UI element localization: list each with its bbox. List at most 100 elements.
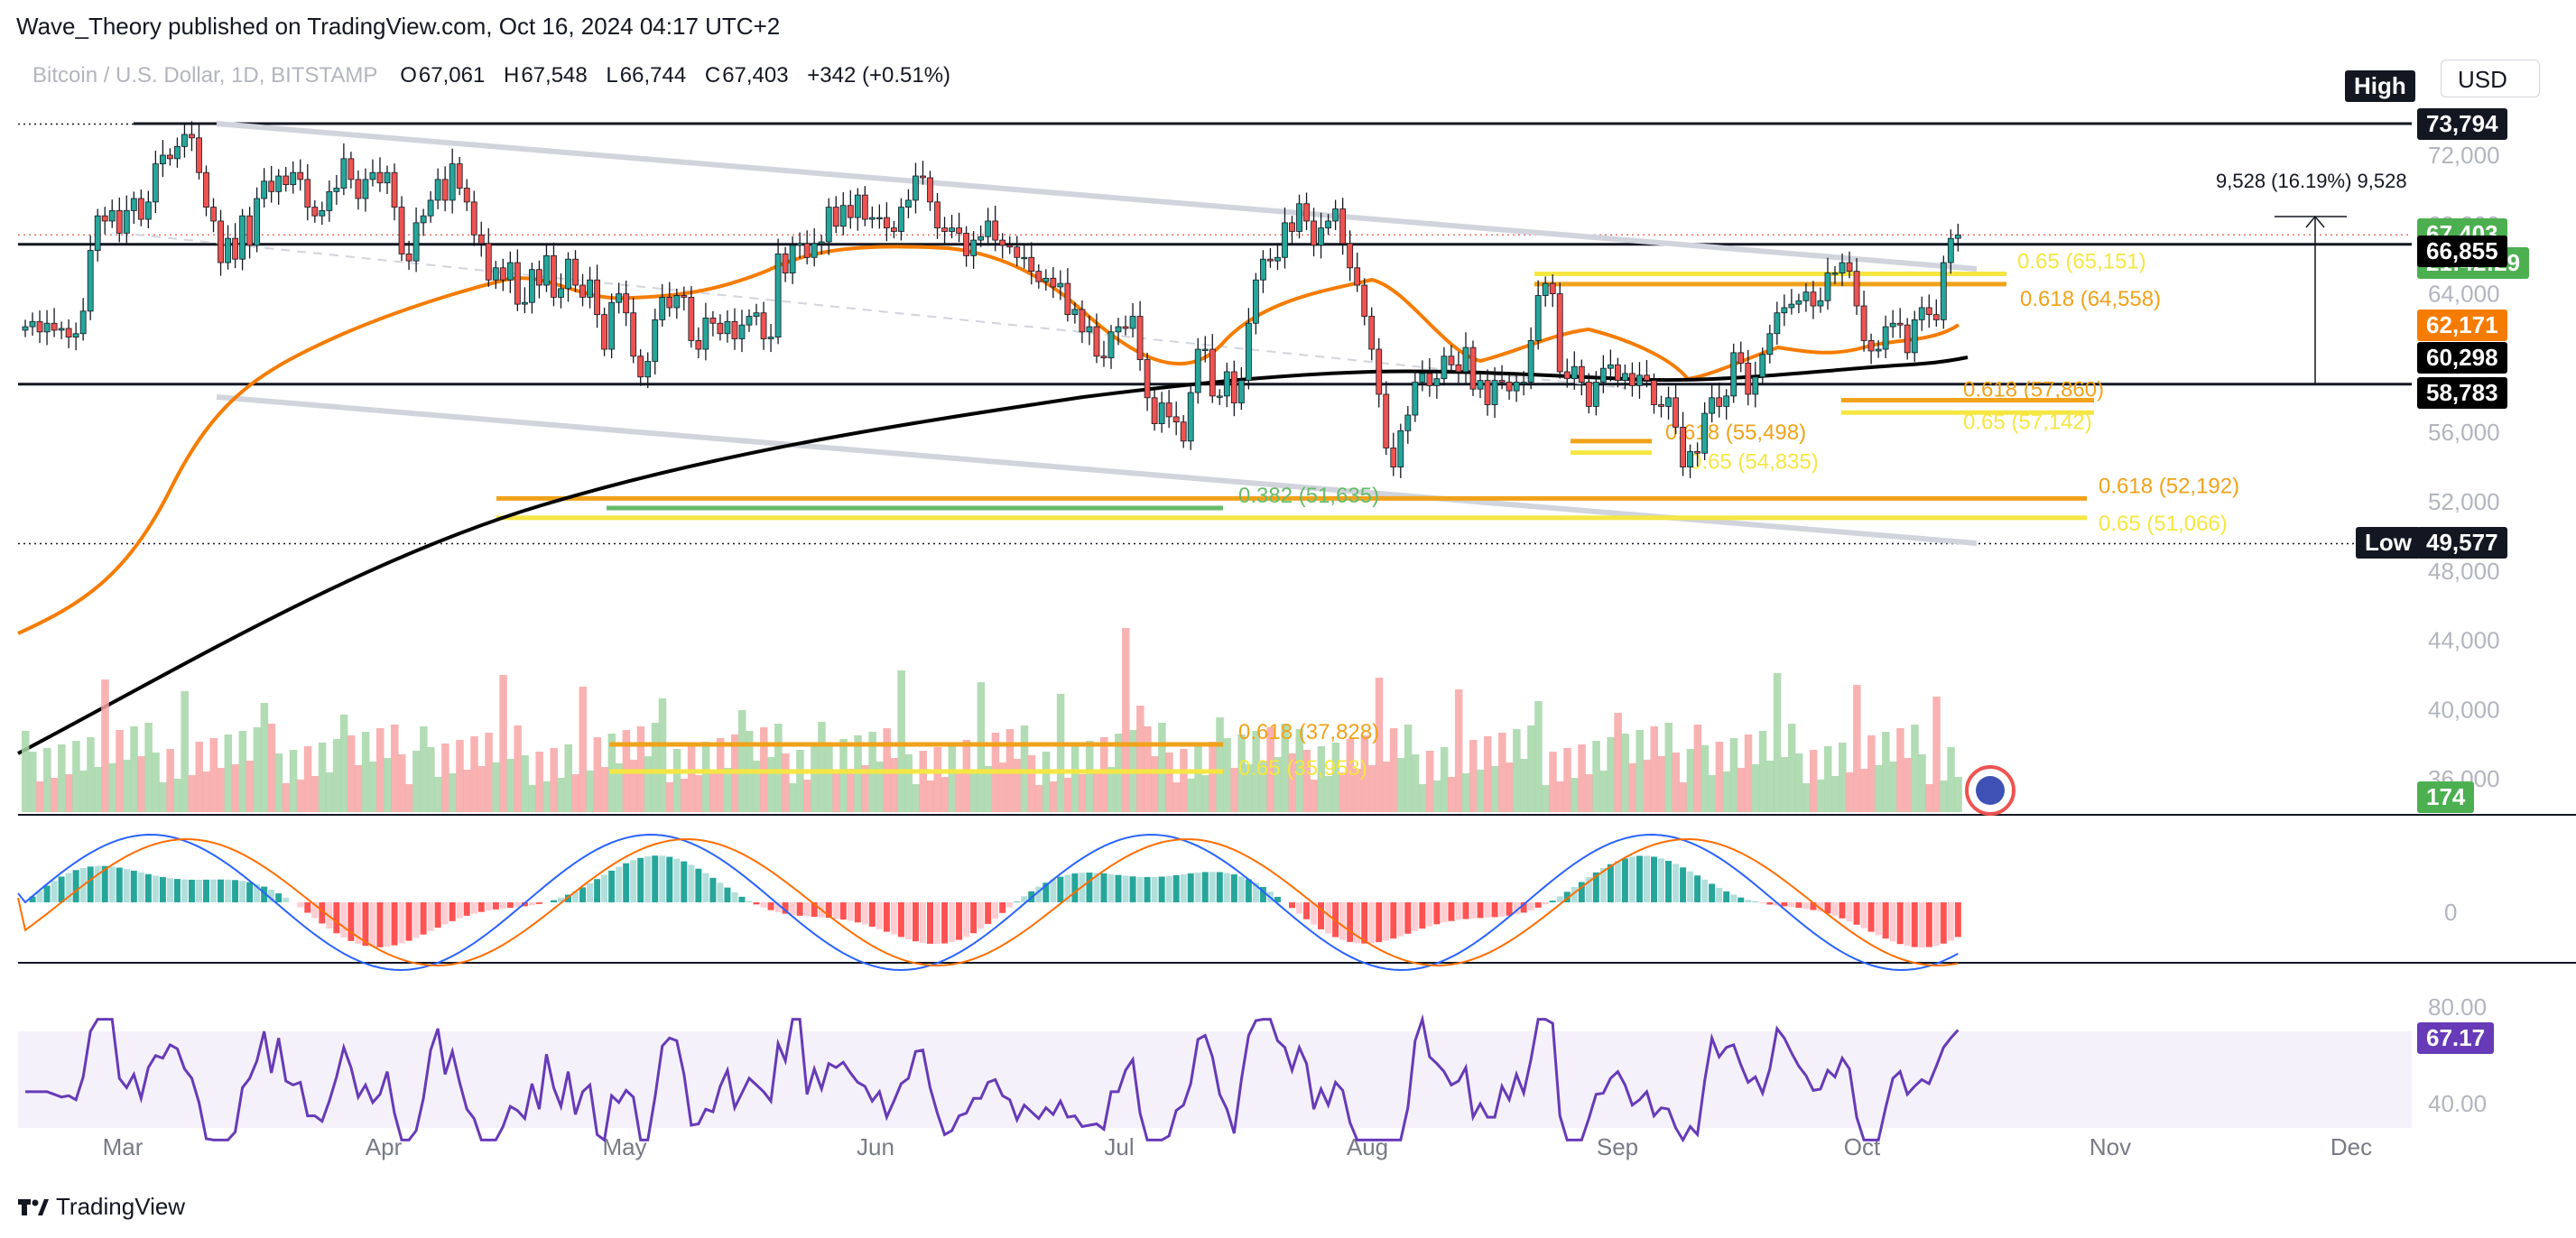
currency-button[interactable]: USD [2441, 60, 2540, 97]
candle-body [992, 220, 999, 241]
candle-body [1332, 208, 1339, 222]
volume-bar [557, 778, 565, 812]
volume-bar [1599, 771, 1608, 812]
volume-bar [188, 775, 196, 812]
macd-histogram-bar [43, 885, 51, 902]
volume-bar [803, 780, 811, 812]
candle-body [1651, 380, 1657, 405]
candle-body [275, 175, 283, 192]
macd-histogram-bar [225, 879, 232, 902]
macd-histogram-bar [254, 883, 261, 902]
volume-bar [43, 748, 51, 812]
macd-histogram-bar [441, 902, 449, 925]
volume-bar [789, 783, 797, 812]
volume-bar [1049, 781, 1058, 812]
candle-body [1469, 346, 1477, 390]
macd-histogram-bar [825, 902, 832, 919]
volume-bar [1201, 775, 1209, 812]
macd-histogram-bar [1911, 902, 1918, 947]
macd-histogram-bar [587, 882, 594, 902]
volume-bar [384, 758, 392, 812]
candle-body [1622, 373, 1628, 382]
candle-body [1911, 319, 1918, 354]
candle-body [130, 198, 137, 211]
volume-bar [1839, 743, 1847, 812]
macd-histogram-bar [384, 902, 391, 947]
price-tick-label: 40,000 [2428, 696, 2500, 723]
candle-body [1426, 373, 1433, 386]
macd-histogram-bar [1513, 902, 1520, 915]
x-axis-month-label: Dec [2330, 1133, 2372, 1160]
volume-bar [1056, 694, 1065, 812]
candle-body [1954, 234, 1961, 239]
volume-bar [1729, 738, 1738, 812]
macd-histogram-bar [1021, 896, 1028, 902]
macd-histogram-bar [159, 876, 166, 902]
x-axis-month-label: Jun [857, 1133, 894, 1160]
macd-histogram-bar [1252, 882, 1259, 902]
macd-histogram-bar [738, 896, 746, 902]
macd-histogram-bar [1925, 902, 1932, 947]
candle-body [362, 179, 369, 199]
volume-bar [1252, 731, 1260, 812]
macd-histogram-bar [963, 902, 970, 938]
macd-histogram-bar [283, 897, 290, 902]
volume-bar [919, 751, 927, 812]
macd-histogram-bar [659, 855, 666, 902]
macd-histogram-bar [1788, 902, 1795, 908]
candle-body [137, 198, 144, 220]
macd-histogram-bar [521, 902, 528, 907]
volume-bar [94, 767, 102, 812]
candle-body [927, 177, 933, 203]
macd-histogram-bar [1311, 902, 1318, 925]
macd-histogram-bar [1730, 894, 1737, 902]
volume-bar [694, 775, 703, 812]
macd-histogram-bar [803, 902, 811, 917]
macd-histogram-bar [1100, 873, 1107, 902]
volume-bar [1107, 767, 1116, 812]
macd-histogram-bar [652, 855, 659, 902]
candle-body [1636, 374, 1643, 386]
low-label-tag: Low [2356, 527, 2421, 559]
volume-bar [347, 735, 356, 812]
candle-body [1527, 340, 1534, 383]
candle-body [1875, 348, 1882, 352]
macd-signal-line [17, 838, 1959, 967]
candle-body [108, 210, 116, 222]
volume-bar [1027, 755, 1036, 812]
macd-histogram-bar [1289, 902, 1295, 909]
candle-body [1006, 245, 1014, 248]
volume-bar [1686, 749, 1695, 812]
candle-body [1774, 312, 1781, 335]
volume-bar [998, 762, 1007, 812]
volume-bar [1918, 754, 1926, 812]
macd-histogram-bar [29, 896, 36, 902]
volume-bar [680, 779, 689, 812]
price-tick-label: 48,000 [2428, 558, 2500, 585]
macd-histogram-bar [1433, 902, 1441, 925]
volume-bar [65, 774, 73, 812]
macd-histogram-bar [1932, 902, 1940, 947]
macd-histogram-bar [144, 873, 152, 902]
macd-histogram-bar [1057, 876, 1064, 902]
macd-histogram-bar [1651, 856, 1657, 902]
macd-histogram-bar [1802, 902, 1810, 910]
candle-body [1781, 307, 1788, 314]
macd-histogram-bar [1223, 873, 1230, 902]
volume-bar [658, 698, 667, 812]
symbol-legend: Bitcoin / U.S. Dollar, 1D, BITSTAMP O67,… [32, 63, 950, 88]
candle-body [1209, 348, 1216, 397]
candle-body [1795, 300, 1802, 305]
candle-body [1752, 376, 1759, 395]
candle-body [1390, 448, 1397, 468]
volume-bar [839, 739, 848, 812]
volume-bar [629, 760, 638, 812]
macd-histogram-bar [717, 882, 724, 902]
candle-body [333, 188, 340, 192]
candle-body [999, 239, 1006, 246]
volume-bar [593, 737, 602, 812]
channel-upper-line [216, 121, 1978, 272]
macd-histogram-bar [1383, 902, 1390, 941]
candle-body [1448, 356, 1455, 365]
